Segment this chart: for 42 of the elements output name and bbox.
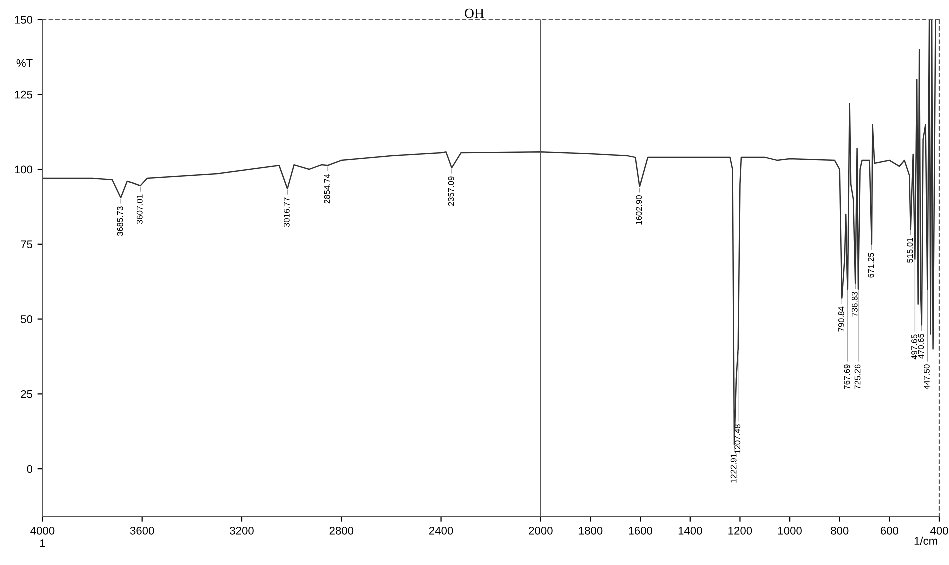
y-tick-label: 150: [15, 16, 33, 24]
x-tick-label: 2800: [330, 526, 354, 535]
annotation: 3607.01: [136, 194, 143, 224]
y-tick-label: 100: [15, 166, 33, 174]
annotation: 1222.91: [730, 454, 737, 483]
x-tick-label: 2400: [429, 526, 454, 535]
x-tick-label: 400: [930, 526, 948, 535]
x-tick-label: 1200: [728, 526, 752, 535]
annotation: 447.50: [924, 364, 930, 390]
annotation: 767.69: [844, 364, 850, 390]
x-tick-label: 3200: [230, 526, 254, 535]
annotation: 1207.48: [734, 424, 741, 454]
y-axis-title: %T: [16, 59, 33, 68]
annotation: 3016.77: [284, 198, 290, 228]
y-tick-label: 25: [21, 390, 33, 398]
text: 1: [40, 540, 46, 548]
x-tick-label: 2000: [529, 526, 553, 535]
y-tick-label: 75: [21, 240, 33, 249]
annotation: 2854.74: [324, 174, 330, 204]
annotation: 790.84: [838, 306, 844, 332]
annotation: 736.83: [852, 292, 858, 317]
x-tick-label: 1800: [579, 526, 603, 535]
x-tick-label: 1600: [629, 526, 652, 535]
annotation: 3685.73: [117, 206, 124, 236]
x-tick-label: 1000: [778, 526, 802, 535]
annotation: 470.65: [918, 334, 924, 359]
annotation: 671.25: [868, 253, 874, 278]
annotation: 515.01: [907, 238, 914, 263]
x-tick-label: 4000: [30, 526, 55, 535]
y-tick-label: 0: [27, 465, 33, 474]
x-tick-label: 3600: [130, 526, 154, 535]
x-axis-title: 1/cm: [914, 536, 938, 546]
annotation: 725.26: [854, 364, 861, 390]
annotation: 1602.90: [636, 196, 642, 225]
annotation: 497.65: [912, 334, 918, 360]
annotation: 2357.09: [448, 176, 454, 206]
x-tick-label: 1400: [678, 526, 702, 535]
y-tick-label: 125: [15, 90, 33, 99]
x-tick-label: 800: [831, 526, 849, 535]
x-tick-label: 600: [880, 526, 899, 535]
y-tick-label: 50: [21, 316, 33, 324]
text: OH: [465, 8, 484, 18]
